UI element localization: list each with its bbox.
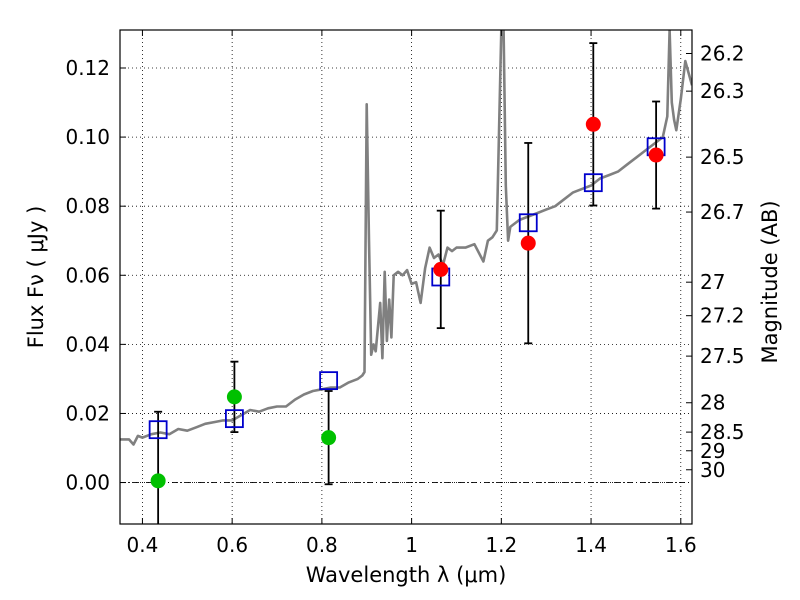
x-tick-label: 1.6 [665, 533, 697, 557]
x-tick-label: 1 [405, 533, 418, 557]
x-tick-label: 0.4 [127, 533, 159, 557]
spectrum-line [120, 30, 692, 446]
mag-tick-label: 28 [700, 391, 725, 415]
error-bars [154, 42, 661, 524]
model-square [148, 420, 168, 440]
data-point [321, 430, 337, 446]
data-point [150, 473, 166, 489]
x-tick-label: 1.4 [575, 533, 607, 557]
x-tick-label: 0.6 [216, 533, 248, 557]
grid-lines [120, 30, 692, 524]
data-point [520, 235, 536, 251]
y-tick-label: 0.10 [65, 125, 110, 149]
x-tick-label: 1.2 [485, 533, 517, 557]
model-square [518, 213, 538, 233]
mag-tick-label: 28.5 [700, 420, 745, 444]
data-point [433, 261, 449, 277]
y-axis-label-right: Magnitude (AB) [758, 200, 782, 363]
model-square [224, 409, 244, 429]
mag-tick-label: 27 [700, 270, 725, 294]
model-square [319, 371, 339, 391]
y-tick-label: 0.04 [65, 332, 110, 356]
data-point [226, 389, 242, 405]
data-point [585, 116, 601, 132]
mag-tick-label: 26.5 [700, 145, 745, 169]
spectrum-curve [120, 30, 692, 446]
plot-frame [119, 29, 693, 525]
y-tick-label: 0.06 [65, 263, 110, 287]
x-axis-label: Wavelength λ (μm) [306, 563, 507, 587]
tick-labels: 0.4 0.6 0.8 1 1.2 1.4 1.6 0.00 0.02 0.04 0.06 0.08 0… [65, 41, 744, 557]
y-tick-label: 0.08 [65, 194, 110, 218]
x-tick-label: 0.8 [306, 533, 338, 557]
mag-tick-label: 27.5 [700, 344, 745, 368]
data-point [648, 147, 664, 163]
y-tick-label: 0.12 [65, 56, 110, 80]
data-markers [148, 116, 666, 489]
mag-tick-label: 26.7 [700, 200, 745, 224]
mag-tick-label: 27.2 [700, 304, 745, 328]
y-tick-label: 0.02 [65, 401, 110, 425]
mag-tick-label: 30 [700, 458, 725, 482]
model-square [583, 173, 603, 193]
mag-tick-label: 26.3 [700, 79, 745, 103]
y-axis-label-left: Flux Fν ( μJy ) [24, 206, 48, 349]
mag-tick-label: 29 [700, 439, 725, 463]
axis-ticks [120, 30, 692, 524]
y-tick-label: 0.00 [65, 471, 110, 495]
mag-tick-label: 26.2 [700, 41, 745, 65]
